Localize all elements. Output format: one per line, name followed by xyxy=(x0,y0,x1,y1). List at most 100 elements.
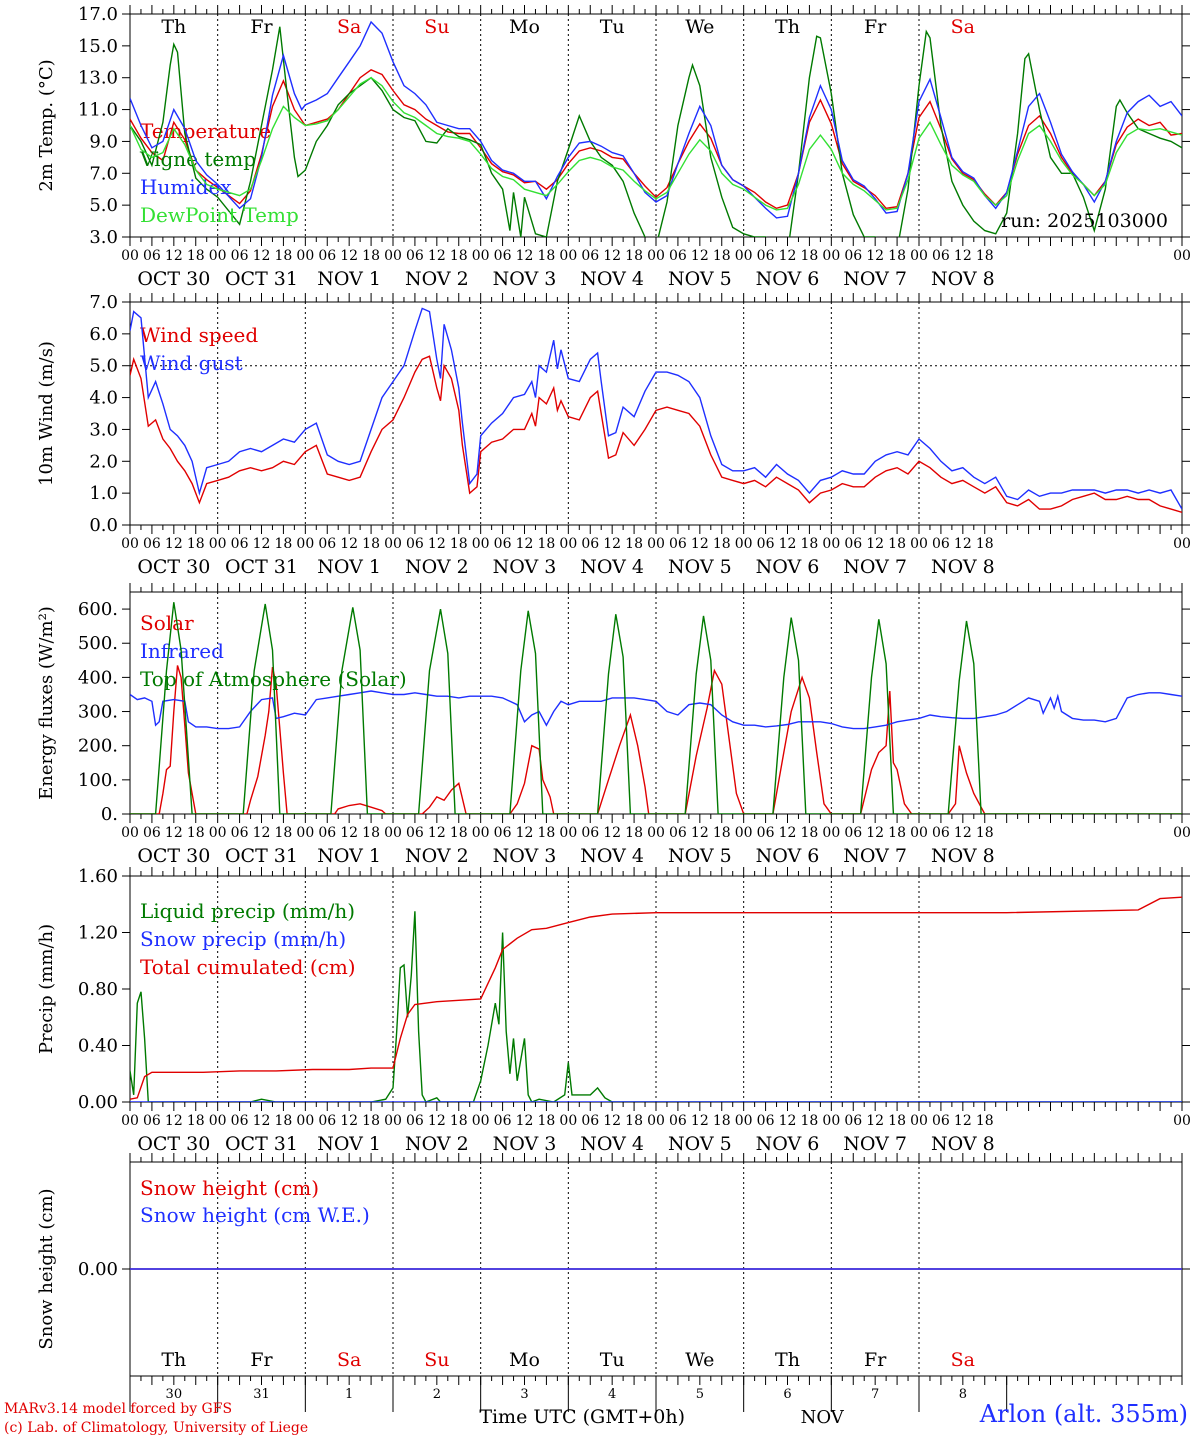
hour-tick-label: 06 xyxy=(494,1113,512,1129)
hour-tick-label: 06 xyxy=(318,248,336,264)
hour-tick-label: 12 xyxy=(954,1113,972,1129)
date-label: OCT 30 xyxy=(137,556,210,578)
hour-tick-label: 18 xyxy=(538,536,556,552)
hour-tick-label: 12 xyxy=(165,248,183,264)
hour-tick-label: 00 xyxy=(209,248,227,264)
hour-tick-label: 00 xyxy=(735,248,753,264)
run-label: run: 2025103000 xyxy=(1001,210,1168,232)
date-label: NOV 4 xyxy=(580,556,644,578)
date-label: NOV 8 xyxy=(931,1133,995,1155)
hour-tick-label: 06 xyxy=(581,536,599,552)
hour-tick-label: 00 xyxy=(384,536,402,552)
hour-tick-label: 00 xyxy=(296,248,314,264)
hour-tick-label: 06 xyxy=(494,825,512,841)
hour-tick-label: 12 xyxy=(253,825,271,841)
date-label: NOV 7 xyxy=(843,556,907,578)
hour-tick-label: 00 xyxy=(296,1113,314,1129)
hour-tick-label: 00 xyxy=(209,1113,227,1129)
weekday-label: Tu xyxy=(600,1349,625,1371)
hour-tick-label: 18 xyxy=(187,825,205,841)
weekday-label: Sa xyxy=(337,16,361,38)
hour-tick-label: 18 xyxy=(625,536,643,552)
y-axis-title: 10m Wind (m/s) xyxy=(36,341,57,486)
day-number-label: 4 xyxy=(608,1387,616,1402)
legend-entry: Humidex xyxy=(140,175,232,199)
hour-tick-label: 00 xyxy=(296,825,314,841)
hour-tick-label: 12 xyxy=(603,248,621,264)
hour-tick-label: 06 xyxy=(932,825,950,841)
hour-tick-label: 06 xyxy=(231,536,249,552)
date-label: NOV 7 xyxy=(843,845,907,867)
legend-entry: Total cumulated (cm) xyxy=(140,955,356,979)
hour-tick-label: 06 xyxy=(844,248,862,264)
series-line-total-cumulated-cm- xyxy=(130,896,1182,1100)
station-name: Arlon (alt. 355m) xyxy=(979,1400,1188,1428)
hour-tick-label: 00 xyxy=(209,825,227,841)
y-tick-label: 4.0 xyxy=(89,388,118,409)
hour-tick-label: 06 xyxy=(669,825,687,841)
hour-tick-label: 06 xyxy=(143,825,161,841)
hour-tick-label: 00 xyxy=(296,536,314,552)
legend-entry: Snow precip (mm/h) xyxy=(140,927,346,951)
hour-tick-label: 12 xyxy=(779,825,797,841)
hour-tick-label: 18 xyxy=(625,248,643,264)
hour-tick-label: 12 xyxy=(428,248,446,264)
weekday-label: Fr xyxy=(864,16,887,38)
legend-entry: Vigne temp xyxy=(139,147,256,171)
date-label: NOV 3 xyxy=(493,268,557,290)
hour-tick-label: 06 xyxy=(669,248,687,264)
y-tick-label: 0.00 xyxy=(78,1259,118,1280)
hour-tick-label: 00 xyxy=(1173,248,1191,264)
hour-tick-label: 00 xyxy=(121,536,139,552)
hour-tick-label: 06 xyxy=(669,1113,687,1129)
date-label: OCT 30 xyxy=(137,268,210,290)
date-label: NOV 5 xyxy=(668,268,732,290)
day-number-label: 30 xyxy=(166,1387,183,1402)
hour-tick-label: 18 xyxy=(976,825,994,841)
hour-tick-label: 12 xyxy=(603,1113,621,1129)
hour-tick-label: 06 xyxy=(757,825,775,841)
hour-tick-label: 00 xyxy=(910,825,928,841)
hour-tick-label: 18 xyxy=(976,536,994,552)
hour-tick-label: 12 xyxy=(603,536,621,552)
hour-tick-label: 00 xyxy=(209,536,227,552)
weekday-label: Sa xyxy=(951,16,975,38)
hour-tick-label: 18 xyxy=(713,536,731,552)
hour-tick-label: 06 xyxy=(932,248,950,264)
weekday-label: We xyxy=(685,1349,714,1371)
hour-tick-label: 00 xyxy=(735,536,753,552)
date-label: NOV 6 xyxy=(756,268,820,290)
hour-tick-label: 06 xyxy=(844,1113,862,1129)
weekday-label: We xyxy=(685,16,714,38)
hour-tick-label: 06 xyxy=(318,536,336,552)
hour-tick-label: 12 xyxy=(779,1113,797,1129)
y-tick-label: 0.0 xyxy=(89,515,118,536)
hour-tick-label: 06 xyxy=(932,536,950,552)
hour-tick-label: 06 xyxy=(757,1113,775,1129)
hour-tick-label: 18 xyxy=(187,248,205,264)
weekday-label: Mo xyxy=(509,16,540,38)
hour-tick-label: 12 xyxy=(340,1113,358,1129)
weekday-label: Sa xyxy=(337,1349,361,1371)
hour-tick-label: 18 xyxy=(801,1113,819,1129)
hour-tick-label: 00 xyxy=(1173,825,1191,841)
hour-tick-label: 06 xyxy=(406,536,424,552)
hour-tick-label: 06 xyxy=(844,825,862,841)
time-axis-title: Time UTC (GMT+0h) xyxy=(479,1406,685,1428)
date-label: NOV 5 xyxy=(668,556,732,578)
date-label: OCT 31 xyxy=(225,845,298,867)
hour-tick-label: 00 xyxy=(121,825,139,841)
hour-tick-label: 18 xyxy=(362,1113,380,1129)
y-tick-label: 13.0 xyxy=(78,68,118,89)
hour-tick-label: 12 xyxy=(428,825,446,841)
hour-tick-label: 18 xyxy=(450,536,468,552)
y-tick-label: 7.0 xyxy=(89,292,118,313)
hour-tick-label: 00 xyxy=(822,248,840,264)
hour-tick-label: 06 xyxy=(231,825,249,841)
hour-tick-label: 06 xyxy=(318,1113,336,1129)
hour-tick-label: 18 xyxy=(275,1113,293,1129)
month-label: NOV xyxy=(801,1407,845,1428)
y-tick-label: 1.20 xyxy=(78,923,118,944)
y-tick-label: 200. xyxy=(78,736,118,757)
hour-tick-label: 12 xyxy=(691,248,709,264)
